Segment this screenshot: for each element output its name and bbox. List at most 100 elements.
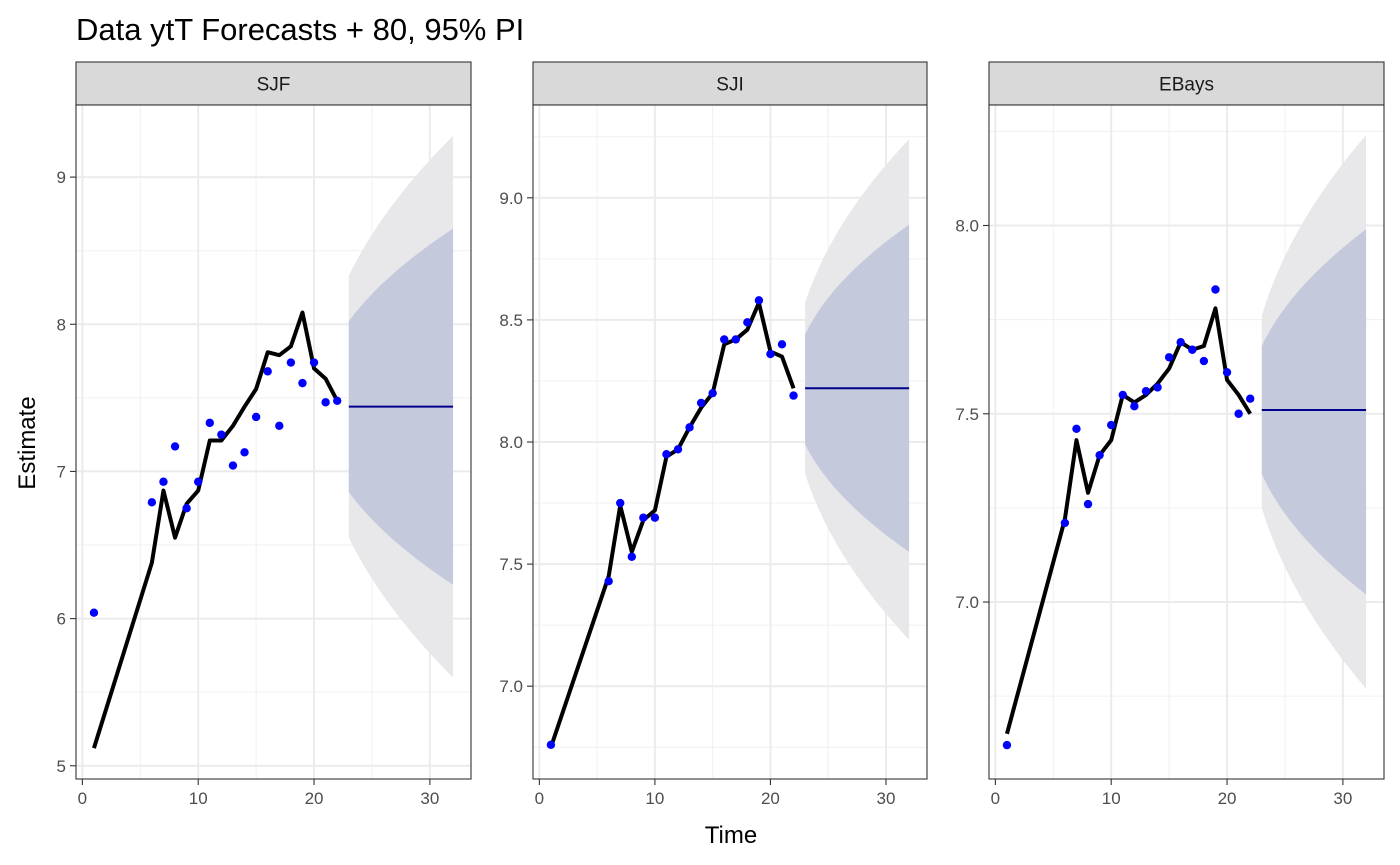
- chart-title: Data ytT Forecasts + 80, 95% PI: [76, 12, 524, 47]
- observed-point: [194, 477, 203, 486]
- observed-point: [1199, 356, 1209, 366]
- observed-point: [1083, 499, 1093, 509]
- y-tick-label: 9.0: [499, 189, 523, 208]
- y-tick-label: 7: [57, 462, 66, 481]
- observed-points: [546, 296, 798, 750]
- observed-point: [240, 448, 249, 457]
- observed-point: [696, 398, 706, 408]
- y-tick-label: 8.0: [499, 433, 523, 452]
- observed-point: [263, 367, 272, 376]
- observed-point: [1130, 402, 1139, 411]
- y-tick-label: 7.5: [499, 555, 523, 574]
- observed-point: [321, 398, 330, 407]
- facet-strip: [532, 61, 928, 106]
- y-tick-label: 7.0: [955, 593, 979, 612]
- observed-point: [639, 513, 648, 522]
- facet-panel-ebays: EBays 0 10 20 30 7.0 7.5 8.0: [955, 61, 1385, 808]
- facet-strip-label: EBays: [1159, 75, 1214, 96]
- observed-point: [616, 498, 625, 508]
- x-tick-label: 0: [78, 789, 87, 808]
- facet-strip: [75, 61, 472, 106]
- x-axis-title: Time: [705, 822, 757, 849]
- forecast-interval-80: [1261, 229, 1367, 595]
- observed-point: [1118, 390, 1127, 400]
- observed-point: [1188, 345, 1197, 354]
- observed-point: [205, 418, 214, 428]
- y-tick-label: 8: [57, 315, 66, 334]
- observed-point: [650, 513, 660, 522]
- observed-point: [147, 498, 157, 507]
- y-tick-label: 8.5: [499, 311, 523, 330]
- observed-point: [182, 504, 191, 513]
- observed-point: [251, 412, 261, 422]
- observed-point: [731, 335, 740, 344]
- observed-point: [1153, 383, 1162, 392]
- observed-point: [604, 576, 613, 586]
- observed-point: [777, 340, 787, 349]
- facet-strip-label: SJI: [716, 75, 743, 96]
- y-axis-title: Estimate: [14, 396, 41, 489]
- observed-point: [309, 358, 319, 367]
- x-tick-label: 20: [305, 789, 324, 808]
- observed-point: [685, 423, 694, 432]
- observed-point: [228, 461, 238, 470]
- observed-point: [275, 421, 284, 431]
- observed-points: [89, 358, 342, 617]
- y-tick-label: 9: [57, 168, 66, 187]
- observed-point: [217, 430, 226, 439]
- observed-point: [627, 552, 636, 561]
- y-tick-label: 7.0: [499, 677, 523, 696]
- y-tick-label: 5: [57, 757, 66, 776]
- observed-point: [1234, 409, 1243, 418]
- observed-point: [170, 442, 180, 451]
- y-tick-label: 8.0: [955, 216, 979, 235]
- x-tick-label: 20: [1218, 789, 1237, 808]
- observed-point: [789, 391, 798, 400]
- panel-border: [75, 104, 472, 780]
- observed-point: [1211, 285, 1220, 294]
- observed-point: [1002, 740, 1012, 750]
- observed-point: [754, 296, 764, 305]
- y-tick-label: 6: [57, 610, 66, 629]
- observed-point: [1060, 518, 1070, 528]
- observed-point: [743, 318, 752, 327]
- x-tick-label: 10: [189, 789, 208, 808]
- panel-border: [988, 104, 1385, 780]
- observed-point: [89, 608, 99, 617]
- observed-point: [1164, 353, 1174, 362]
- facet-strip: [988, 61, 1385, 106]
- observed-points: [1002, 285, 1255, 750]
- observed-point: [1095, 450, 1104, 460]
- observed-point: [286, 358, 296, 367]
- x-tick-label: 30: [1333, 789, 1352, 808]
- observed-point: [1141, 386, 1151, 396]
- observed-point: [298, 378, 307, 388]
- x-tick-label: 0: [991, 789, 1000, 808]
- observed-point: [766, 349, 775, 359]
- facet-panel-sjf: SJF 0 10 20 30 5 6 7 8 9: [57, 61, 472, 808]
- facet-strip-label: SJF: [257, 75, 291, 96]
- observed-point: [546, 740, 556, 750]
- observed-point: [333, 396, 342, 405]
- observed-point: [662, 450, 671, 459]
- fitted-line: [549, 300, 796, 748]
- x-tick-label: 10: [645, 789, 664, 808]
- x-tick-label: 20: [761, 789, 780, 808]
- fitted-line: [92, 310, 339, 749]
- y-tick-label: 7.5: [955, 405, 979, 424]
- x-tick-label: 0: [535, 789, 544, 808]
- facet-panels: SJF 0 10 20 30 5 6 7 8 9 SJI 0 10 20 30 7.0 7.5 8.0 8.5 9.0…: [57, 61, 1385, 808]
- observed-point: [1072, 424, 1081, 434]
- x-tick-label: 10: [1102, 789, 1121, 808]
- facet-panel-sji: SJI 0 10 20 30 7.0 7.5 8.0 8.5 9.0: [499, 61, 928, 808]
- observed-point: [673, 445, 683, 454]
- observed-point: [1222, 368, 1232, 377]
- observed-point: [1246, 394, 1255, 403]
- observed-point: [720, 335, 729, 344]
- fitted-line: [1005, 306, 1252, 735]
- observed-point: [1107, 420, 1116, 430]
- observed-point: [159, 477, 168, 486]
- observed-point: [708, 388, 717, 398]
- observed-point: [1176, 338, 1185, 347]
